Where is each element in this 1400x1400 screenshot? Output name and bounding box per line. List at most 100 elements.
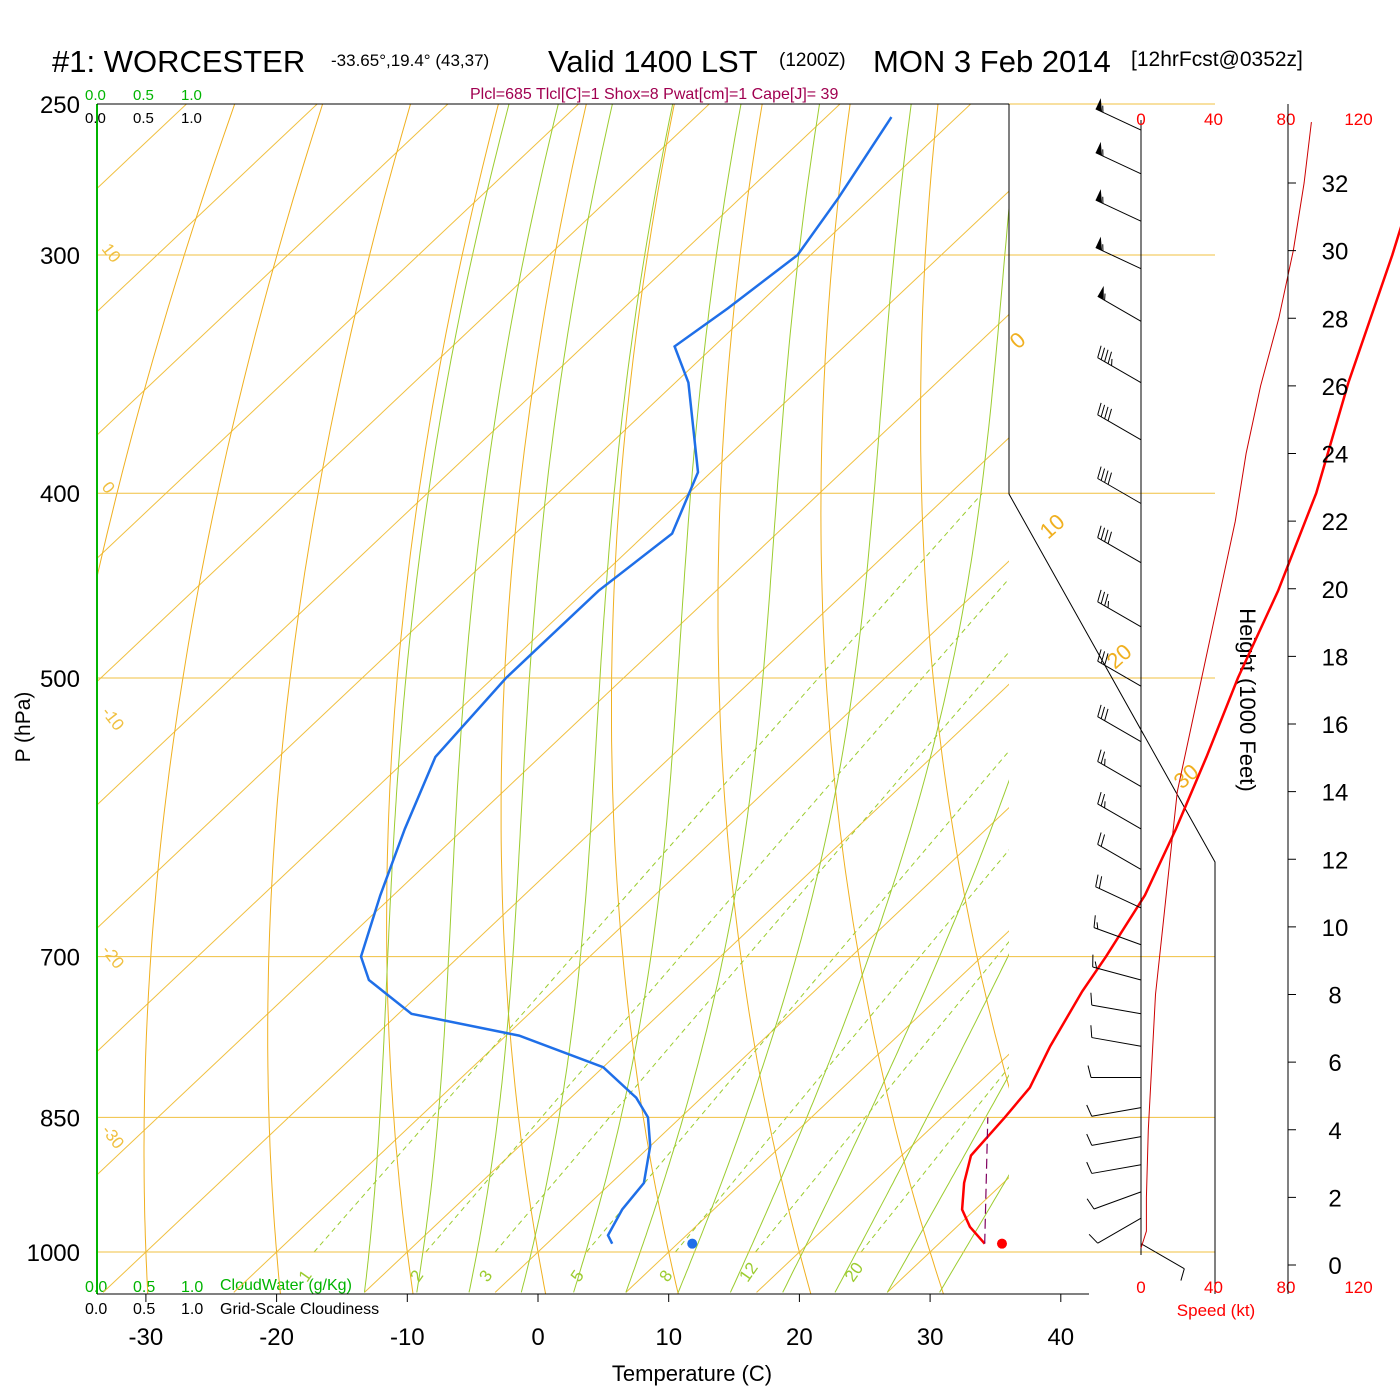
barb-feather [1100, 527, 1106, 540]
barb-feather [1104, 406, 1109, 419]
isotherm-line [97, 190, 1009, 1053]
top-cloudwater-tick-0: 0.0 [85, 87, 106, 104]
height-tick-label: 0 [1328, 1253, 1341, 1280]
height-tick-label: 32 [1322, 171, 1349, 198]
barb-pennant [1095, 141, 1103, 156]
top-cloudiness-tick-0: 0.0 [85, 110, 106, 127]
wind-barb [1097, 589, 1142, 628]
barb-staff [1097, 414, 1142, 441]
height-tick-label: 20 [1322, 577, 1349, 604]
moist-adiabat [677, 104, 912, 1293]
barb-feather [1104, 349, 1109, 362]
barb-staff [1091, 1037, 1142, 1047]
barb-feather [1104, 653, 1109, 666]
top-cloudwater-tick-2: 1.0 [181, 87, 202, 104]
speed-tick-label-top: 120 [1344, 110, 1372, 129]
dry-adiabat [97, 104, 236, 580]
mixing-ratio-line [494, 651, 1009, 1253]
dry-adiabat-label: 0 [1005, 327, 1031, 354]
height-tick-label: 8 [1328, 983, 1341, 1010]
barb-pennant [1095, 189, 1103, 204]
barb-feather [1097, 791, 1102, 805]
isotherm-line [364, 683, 1009, 1293]
moist-adiabat [573, 104, 742, 1293]
wind-barb [1095, 141, 1142, 175]
barb-feather [1100, 793, 1106, 807]
isotherm-line [97, 104, 711, 683]
station-location: -33.65°,19.4° (43,37) [331, 51, 489, 70]
height-tick-label: 6 [1328, 1050, 1341, 1077]
barb-staff [1097, 537, 1142, 564]
pressure-tick-label: 250 [40, 92, 80, 119]
pressure-tick-label: 300 [40, 243, 80, 270]
barb-feather [1107, 351, 1112, 364]
isotherm-label: 10 [98, 240, 125, 267]
wind-barb [1095, 189, 1142, 222]
isotherm-line [1149, 35, 1400, 1292]
moist-adiabat [782, 779, 1009, 1293]
dry-adiabat-label: 10 [1035, 509, 1070, 544]
barb-feather [1097, 466, 1102, 479]
station-title: #1: WORCESTER [52, 44, 305, 79]
barb-feather [1097, 589, 1102, 602]
top-cloudiness-tick-1: 0.5 [133, 110, 154, 127]
barb-feather [1097, 649, 1102, 662]
height-tick-label: 10 [1322, 915, 1349, 942]
wind-barb [1090, 1025, 1142, 1047]
wind-barb [1090, 992, 1142, 1015]
wind-barb [1095, 236, 1142, 270]
barb-feather [1094, 961, 1098, 969]
parcel-path [984, 1117, 989, 1244]
speed-tick-label-bottom: 40 [1204, 1278, 1223, 1297]
barb-feather [1097, 832, 1102, 845]
bottom-cloudiness-tick-1: 0.5 [133, 1301, 155, 1318]
isotherm-line [97, 104, 188, 190]
isotherm-label: 0 [98, 478, 119, 497]
forecast-date: MON 3 Feb 2014 [873, 44, 1111, 79]
temperature-tick-label: 0 [531, 1324, 544, 1351]
wind-barbs [1086, 98, 1185, 1281]
barb-feather [1098, 876, 1103, 889]
dry-adiabat [820, 104, 944, 1294]
top-cloudiness-tick-2: 1.0 [181, 110, 202, 127]
sounding-profiles [359, 116, 1400, 1249]
moist-adiabat [416, 104, 559, 1293]
wind-barb [1087, 1065, 1141, 1079]
isotherm-label: -20 [98, 941, 128, 972]
barb-feather [1107, 472, 1112, 485]
isotherm-line [494, 806, 1009, 1293]
wind-barb [1092, 954, 1142, 981]
barb-staff [1091, 1004, 1142, 1015]
barb-feather [1100, 706, 1106, 719]
surface-dewpoint-marker [687, 1238, 698, 1249]
barb-feather [1097, 525, 1102, 538]
top-cloudwater-tick-1: 0.5 [133, 87, 154, 104]
isotherm-line [102, 437, 1009, 1293]
temperature-tick-label: 20 [786, 1324, 813, 1351]
isotherm-line [0, 35, 129, 1292]
wind-speed-panel: 0040408080120120024681012141618202224262… [1136, 104, 1373, 1297]
plot-frame [96, 103, 1216, 1295]
barb-feather [1097, 704, 1102, 717]
dry-adiabat [386, 104, 499, 1294]
dry-adiabat [500, 104, 587, 1294]
speed-tick-label-bottom: 80 [1277, 1278, 1296, 1297]
bottom-cloudwater-tick-1: 0.5 [133, 1279, 155, 1296]
barb-feather [1104, 593, 1109, 606]
isotherm-line [233, 560, 1009, 1293]
barb-feather [1095, 874, 1099, 887]
isotherm-line [97, 104, 318, 313]
barb-feather [1097, 402, 1102, 415]
forecast-info: [12hrFcst@0352z] [1131, 48, 1303, 71]
height-tick-label: 26 [1322, 374, 1349, 401]
surface-temperature-marker [996, 1238, 1007, 1249]
height-tick-label: 2 [1328, 1185, 1341, 1212]
moist-adiabat [729, 203, 1009, 1293]
barb-feather [1097, 345, 1102, 358]
barb-feather [1100, 591, 1106, 604]
wind-barb [1095, 98, 1142, 131]
barb-feather [1086, 1198, 1095, 1210]
height-tick-label: 24 [1322, 442, 1349, 469]
wind-barb [1097, 525, 1142, 564]
